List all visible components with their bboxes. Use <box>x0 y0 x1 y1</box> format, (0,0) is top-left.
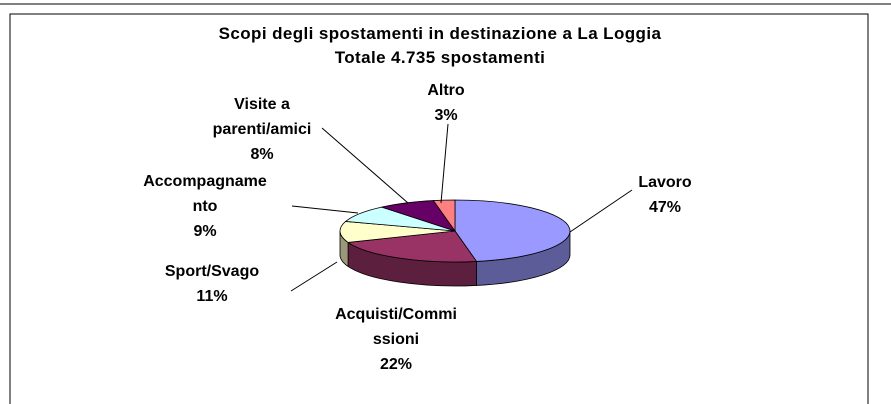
pie-slice <box>454 199 571 262</box>
value-label: 9% <box>193 223 216 240</box>
leader-line <box>440 123 449 204</box>
category-label: Accompagname nto <box>143 173 267 215</box>
pie-slice <box>432 199 456 233</box>
category-label: Sport/Svago <box>165 263 259 280</box>
leader-line <box>290 261 338 292</box>
pie-slice <box>339 221 456 243</box>
value-label: 8% <box>250 146 273 163</box>
value-label: 11% <box>196 288 227 305</box>
category-label: Acquisti/Commi ssioni <box>335 306 457 348</box>
chart-border <box>9 13 869 404</box>
leader-line <box>321 127 409 204</box>
value-label: 3% <box>434 107 457 124</box>
category-label: Lavoro <box>638 174 692 191</box>
category-label: Visite a parenti/amici <box>213 96 312 138</box>
category-label: Altro <box>427 82 465 99</box>
chart-title: Scopi degli spostamenti in destinazione … <box>219 24 662 43</box>
value-label: 47% <box>649 199 681 216</box>
leader-line <box>291 205 359 214</box>
value-label: 22% <box>380 356 412 373</box>
chart-subtitle: Totale 4.735 spostamenti <box>335 48 546 67</box>
pie-slice <box>346 230 478 263</box>
leader-line <box>569 189 633 233</box>
